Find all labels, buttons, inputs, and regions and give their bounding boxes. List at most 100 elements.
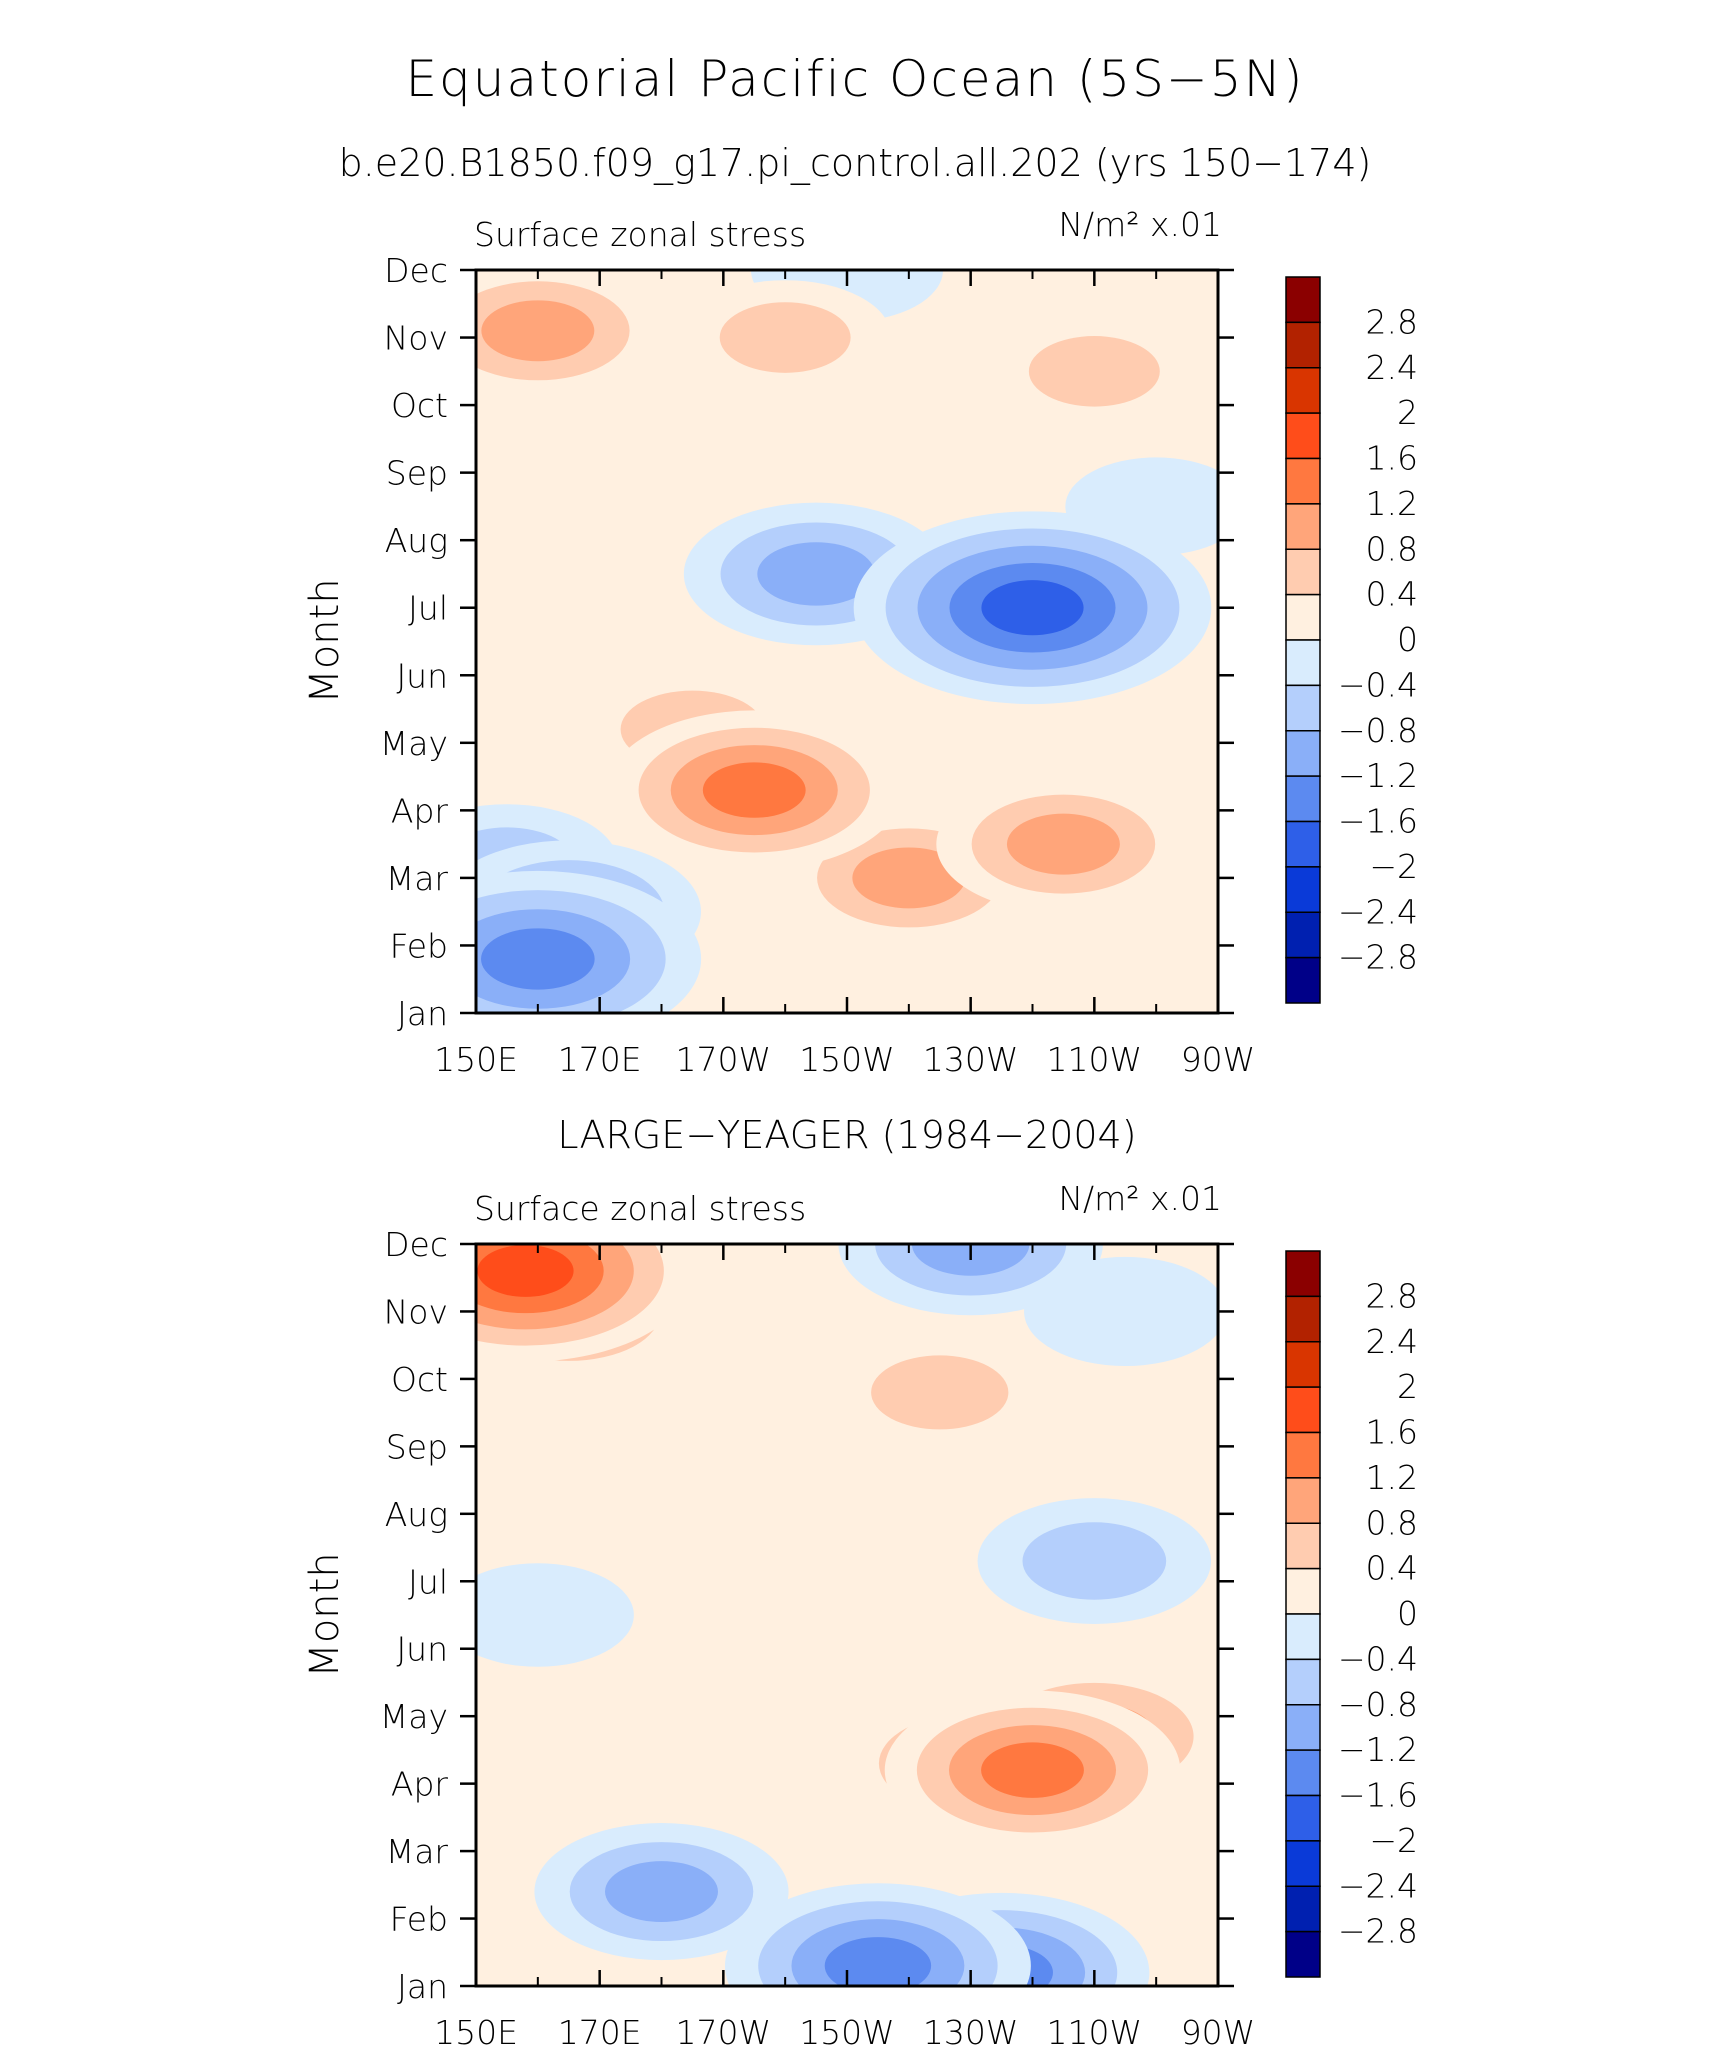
y-tick-label: Jan: [397, 994, 448, 1033]
colorbar-label: 0.4: [1366, 1549, 1418, 1588]
x-tick-label: 90W: [1181, 1040, 1256, 1079]
x-tick-label: 110W: [1047, 1040, 1143, 1079]
y-tick-label: Jun: [396, 656, 448, 695]
colorbar-bottom: 2.8 2.4 2 1.6 1.2 0.8 0.4 0 −0.4 −0.8 −1.2 −1.6 −2 −2…: [1285, 1250, 1418, 1978]
y-tick-label: Apr: [391, 791, 449, 830]
y-tick-label: Feb: [390, 926, 448, 965]
field-label-bottom: Surface zonal stress: [474, 1189, 806, 1228]
units-label-bottom: N/m² x.01: [1058, 1179, 1222, 1218]
colorbar-box: [1285, 1431, 1321, 1479]
x-tick-label: 170E: [558, 2013, 642, 2052]
colorbar-box: [1285, 321, 1321, 369]
y-tick-label: Aug: [385, 1495, 448, 1534]
x-tick-label: 170W: [676, 1040, 772, 1079]
contour-top-3-level-2: [1028, 336, 1160, 407]
colorbar-box: [1285, 276, 1321, 324]
colorbar-box: [1285, 775, 1321, 823]
colorbar-label: 2: [1397, 393, 1418, 432]
y-tick-label: Jul: [408, 1562, 448, 1601]
colorbar-label: 0: [1397, 620, 1418, 659]
y-tick-label: Dec: [384, 1225, 448, 1264]
y-axis-title-top: Month: [302, 578, 348, 703]
panel-top: 150E 170E 170W 150W 130W 110W 90W Jan Feb Mar Apr…: [302, 205, 1418, 1079]
y-tick-label: Oct: [391, 1360, 448, 1399]
colorbar-label: −2.4: [1338, 1866, 1418, 1905]
x-tick-label: 150E: [434, 2013, 518, 2052]
y-tick-label: May: [380, 724, 448, 763]
contour-top-12-level-4: [481, 928, 595, 990]
colorbar-box: [1285, 1567, 1321, 1615]
colorbar-label: 0.4: [1366, 575, 1418, 614]
colorbar-box: [1285, 1341, 1321, 1388]
colorbar-box: [1285, 1477, 1321, 1524]
colorbar-label: −2: [1369, 847, 1418, 886]
colorbar-label: 2: [1397, 1367, 1418, 1406]
colorbar-top: 2.8 2.4 2 1.6 1.2 0.8 0.4 0 −0.4 −0.8 −1.2 −1.6 −2 −2…: [1285, 276, 1418, 1004]
colorbar-box: [1285, 956, 1321, 1004]
colorbar-label: −0.4: [1338, 1639, 1418, 1678]
colorbar-box: [1285, 1885, 1321, 1933]
colorbar-label: 1.2: [1366, 1458, 1418, 1497]
contour-field-top: [476, 270, 1218, 1013]
colorbar-box: [1285, 503, 1321, 550]
colorbar-box: [1285, 684, 1321, 732]
colorbar-label: 0.8: [1366, 1503, 1418, 1542]
contour-bot-4-level-2: [1022, 1522, 1167, 1600]
contour-top-2-level-2: [719, 302, 851, 373]
y-tick-label: Nov: [384, 1292, 448, 1331]
y-tick-label: Aug: [385, 521, 448, 560]
colorbar-box: [1285, 457, 1321, 505]
colorbar-label: 2.8: [1366, 1276, 1418, 1315]
x-tick-label: 150W: [799, 2013, 895, 2052]
contour-bot-10-level-4: [981, 1742, 1084, 1798]
colorbar-label: 1.6: [1366, 1413, 1418, 1452]
colorbar-label: −0.8: [1338, 1685, 1418, 1724]
colorbar-label: −0.8: [1338, 711, 1418, 750]
y-axis-top: Jan Feb Mar Apr May Jun Jul Aug Sep Oct Nov Dec: [380, 251, 1234, 1033]
colorbar-box: [1285, 548, 1321, 596]
colorbar-box: [1285, 1295, 1321, 1343]
contour-top-7-level-3: [1006, 813, 1120, 875]
contour-top-10-level-3: [757, 542, 875, 606]
y-tick-label: Mar: [386, 1832, 449, 1871]
colorbar-label: −2.4: [1338, 892, 1418, 931]
y-axis-title-bottom: Month: [302, 1552, 348, 1677]
colorbar-label: −1.2: [1338, 756, 1418, 795]
colorbar-label: 1.6: [1366, 439, 1418, 478]
colorbar-box: [1285, 1930, 1321, 1978]
y-tick-label: Jan: [397, 1967, 448, 2006]
x-tick-label: 90W: [1181, 2013, 1256, 2052]
x-tick-label: 150E: [434, 1040, 518, 1079]
y-tick-label: Feb: [390, 1900, 448, 1939]
colorbar-box: [1285, 1704, 1321, 1751]
contour-bot-0-level-1: [476, 1563, 634, 1667]
colorbar-box: [1285, 1840, 1321, 1887]
colorbar-box: [1285, 639, 1321, 687]
colorbar-label: 2.8: [1366, 302, 1418, 341]
x-tick-label: 130W: [923, 2013, 1019, 2052]
contour-bot-1-level-1: [689, 1448, 882, 1553]
units-label-top: N/m² x.01: [1058, 205, 1222, 244]
contour-top-6-level-3: [852, 847, 966, 909]
colorbar-label: −1.2: [1338, 1730, 1418, 1769]
contour-top-13-level-5: [981, 580, 1084, 636]
colorbar-label: −0.4: [1338, 665, 1418, 704]
y-tick-label: May: [380, 1697, 448, 1736]
contour-bot-13-level-5: [477, 1245, 574, 1297]
colorbar-box: [1285, 1749, 1321, 1797]
y-tick-label: Dec: [384, 251, 448, 290]
y-tick-label: Apr: [391, 1765, 449, 1804]
colorbar-box: [1285, 911, 1321, 959]
colorbar-label: 1.2: [1366, 484, 1418, 523]
y-tick-label: Jun: [396, 1630, 448, 1669]
colorbar-box: [1285, 1386, 1321, 1434]
colorbar-label: −2.8: [1338, 1912, 1418, 1951]
y-axis-bottom: Jan Feb Mar Apr May Jun Jul Aug Sep Oct Nov Dec: [380, 1225, 1234, 2006]
colorbar-box: [1285, 1794, 1321, 1842]
x-tick-label: 110W: [1047, 2013, 1143, 2052]
colorbar-box: [1285, 1522, 1321, 1570]
colorbar-label: −2.8: [1338, 938, 1418, 977]
colorbar-box: [1285, 1250, 1321, 1298]
figure-subtitle: b.e20.B1850.f09_g17.pi_control.all.202 (…: [339, 141, 1372, 186]
